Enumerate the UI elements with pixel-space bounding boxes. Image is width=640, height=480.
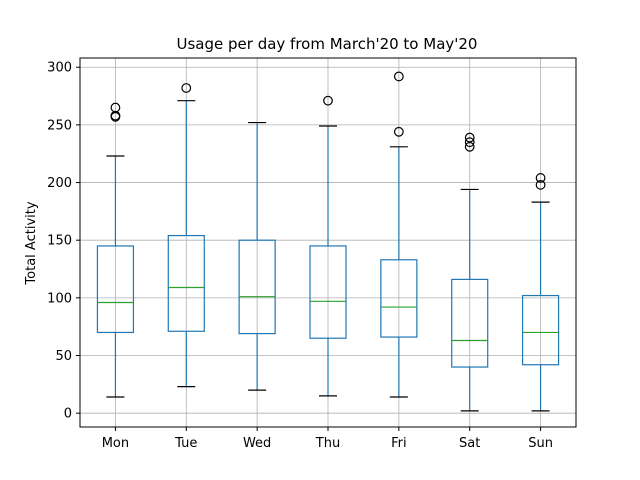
box-mon [96,102,135,398]
outlier-point [464,141,475,152]
box-iqr [238,239,276,335]
outlier-point [464,132,475,143]
outlier-point [535,173,546,183]
box-iqr [96,245,135,334]
axes: 0 50 100 150 200 250 300 Mon Tue Wed Thu Fri Sat Sun [47,57,577,451]
chart-title: Usage per day from March'20 to May'20 [177,35,478,53]
x-tick-label: Tue [174,436,197,451]
box-tue [167,83,205,388]
outlier-point [110,102,121,113]
box-iqr [451,278,489,368]
y-tick-label: 100 [47,291,72,306]
x-tick-label: Mon [102,436,129,451]
box-iqr [309,245,347,339]
box-fri [380,71,418,398]
y-tick-label: 0 [64,407,72,422]
y-tick-label: 150 [47,234,72,249]
box-iqr [167,234,205,332]
outlier-point [323,95,333,106]
box-thu [309,95,347,397]
y-tick-label: 250 [47,118,72,133]
outlier-point [464,137,475,148]
outlier-point [181,83,192,93]
y-axis-label: Total Activity [24,201,39,285]
boxes [96,71,560,412]
box-sun [521,173,560,412]
box-iqr [380,259,418,338]
x-tick-label: Thu [315,436,340,451]
x-tick-label: Wed [243,436,271,451]
outlier-point [393,71,404,82]
x-tick-label: Sat [459,436,480,451]
y-tick-label: 300 [47,61,72,76]
outlier-point [393,126,404,137]
outlier-point [535,179,546,190]
y-tick-label: 200 [47,176,72,191]
x-tick-label: Fri [391,436,407,451]
x-tick-label: Sun [528,436,553,451]
box-iqr [521,294,560,366]
y-tick-label: 50 [55,349,72,364]
box-sat [451,132,489,412]
box-wed [238,121,276,391]
